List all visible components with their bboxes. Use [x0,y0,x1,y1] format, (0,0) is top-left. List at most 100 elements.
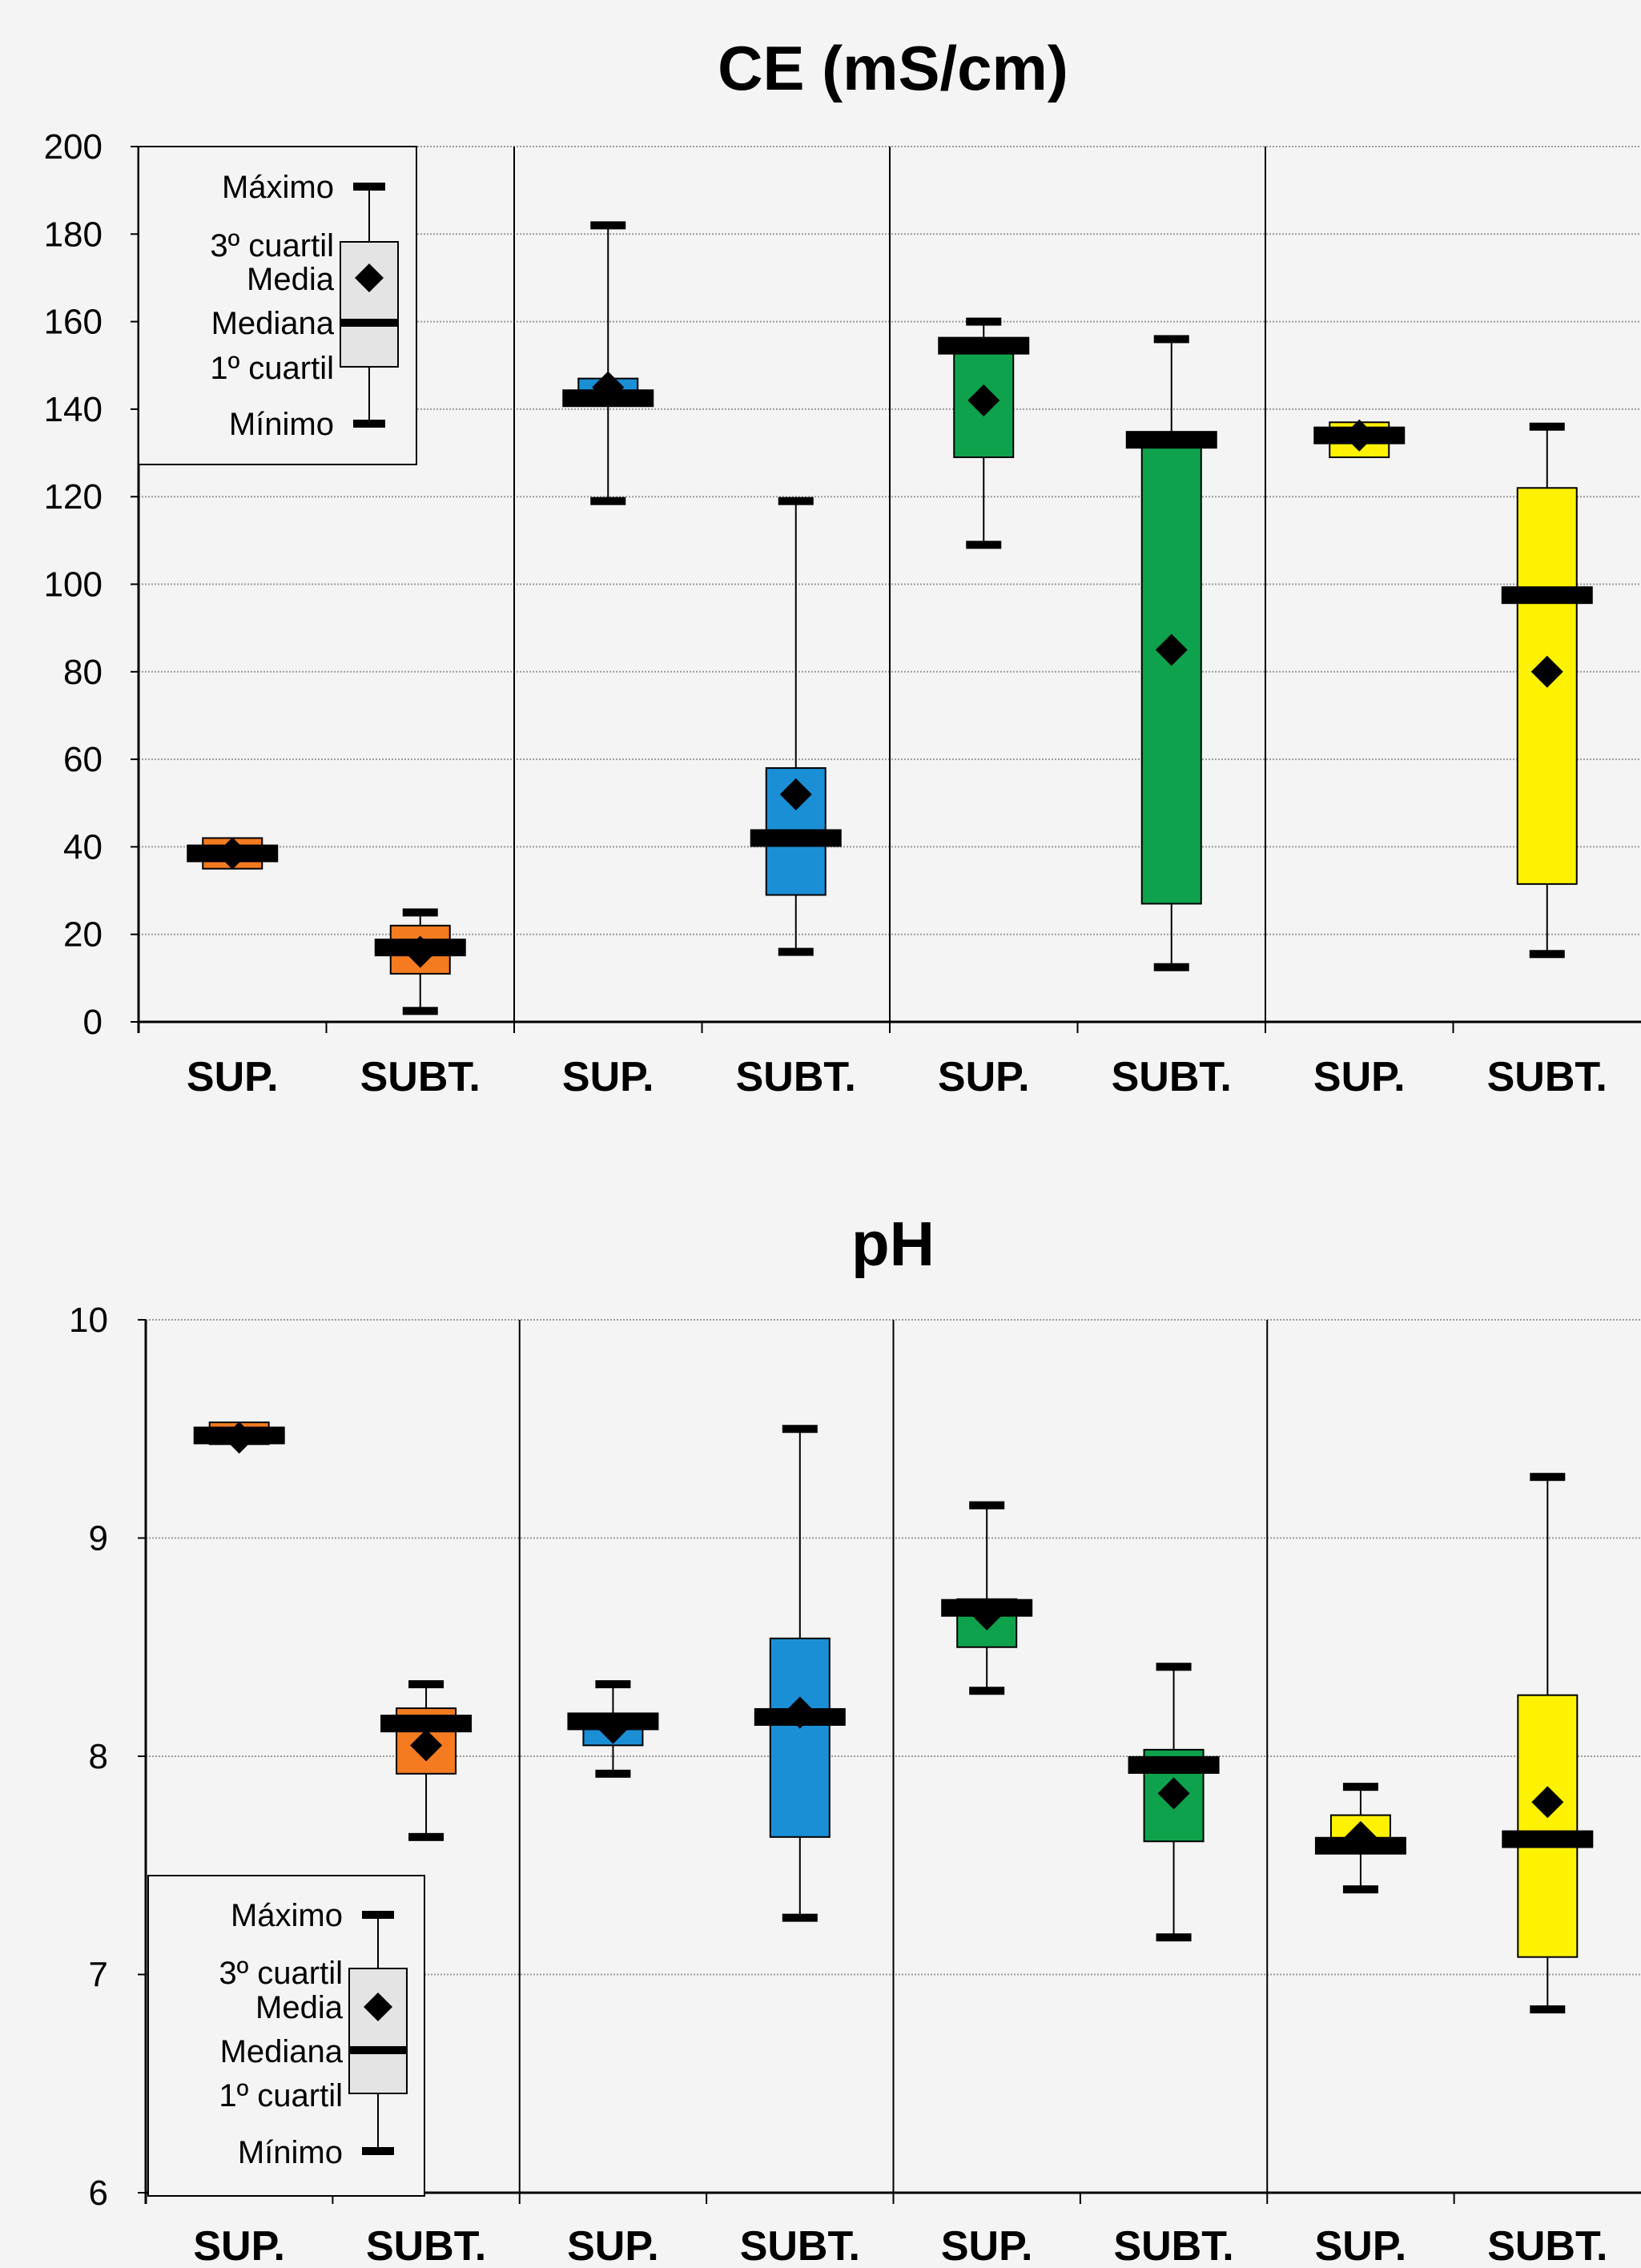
min-cap [1153,963,1189,971]
legend-median-bar [340,319,399,327]
max-cap [782,1425,818,1434]
median-bar [938,336,1030,355]
max-cap [408,1680,444,1689]
legend-max-cap [353,183,385,191]
min-cap [1529,950,1565,959]
box-plot-3 [562,221,654,505]
min-cap [402,1007,438,1015]
legend-median-bar [348,2046,408,2054]
mean-marker [1343,419,1376,452]
x-category-label: SUP. [562,1054,654,1100]
x-category-label: SUP. [1315,2223,1407,2268]
y-tick-label: 180 [44,215,103,254]
x-category-label: SUP. [187,1054,279,1100]
median-bar [1128,1755,1220,1774]
iqr-box [1517,1694,1579,1958]
mean-marker [1530,655,1563,688]
x-category-label: SUP. [938,1054,1030,1100]
legend-label-mean: Media [255,1990,344,2025]
mean-marker [597,1711,629,1744]
y-tick-label: 8 [89,1737,108,1776]
legend-label-q1: 1º cuartil [210,351,334,386]
y-tick-label: 100 [44,565,103,605]
x-category-label: SUP. [1313,1054,1406,1100]
y-tick-label: 10 [69,1301,108,1340]
legend-min-cap [353,420,385,428]
box-plot-1 [193,1422,285,1454]
min-cap [778,947,814,956]
box-plot-4 [750,497,842,956]
legend-label-max: Máximo [222,170,334,205]
box-plot-4 [754,1425,846,1922]
max-cap [1530,1473,1566,1482]
min-cap [1156,1933,1192,1942]
box-plot-8 [1502,1473,1594,2014]
iqr-box [1140,439,1202,905]
x-category-label: SUP. [193,2223,285,2268]
median-bar [1502,1830,1594,1848]
mean-marker [1157,1777,1190,1810]
legend-label-min: Mínimo [229,407,334,442]
mean-marker [971,1598,1004,1631]
y-tick-label: 140 [44,390,103,429]
mean-marker [967,384,1000,416]
legend-mean-marker [355,263,384,292]
legend-label-q1: 1º cuartil [219,2078,343,2113]
mean-marker [779,778,812,810]
legend-min-cap [362,2147,394,2155]
max-cap [969,1501,1005,1510]
x-category-label: SUP. [941,2223,1033,2268]
x-category-label: SUBT. [1113,2223,1233,2268]
y-tick-label: 200 [44,127,103,167]
min-cap [590,497,626,505]
box-plot-7 [1313,419,1406,459]
box-plot-1 [187,837,279,870]
box-plot-2 [374,908,466,1015]
x-category-label: SUBT. [740,2223,860,2268]
min-cap [782,1913,818,1922]
mean-marker [783,1696,816,1729]
min-cap [1342,1885,1378,1894]
box-plot-6 [1128,1663,1220,1942]
max-cap [595,1680,631,1689]
mean-marker [223,1422,255,1454]
legend-mean-marker [364,1993,392,2021]
y-tick-label: 60 [63,740,103,779]
box-plot-3 [567,1680,659,1778]
x-category-label: SUBT. [1487,2223,1607,2268]
max-cap [1529,422,1565,431]
max-cap [1342,1783,1378,1791]
mean-marker [404,935,436,968]
x-category-label: SUBT. [360,1054,481,1100]
mean-marker [1155,633,1188,666]
max-cap [966,317,1002,326]
min-cap [408,1832,444,1841]
legend-label-q3: 3º cuartil [219,1956,343,1991]
x-category-label: SUBT. [366,2223,486,2268]
x-category-label: SUP. [567,2223,659,2268]
box-plot-8 [1501,422,1593,959]
legend-label-min: Mínimo [238,2135,343,2170]
mean-marker [1531,1786,1564,1819]
legend-box [340,241,399,368]
y-tick-label: 120 [44,477,103,517]
legend-label-max: Máximo [231,1898,343,1933]
iqr-box [769,1637,831,1838]
mean-marker [410,1729,443,1762]
legend-label-median: Mediana [211,306,335,341]
y-tick-label: 0 [83,1003,103,1042]
y-tick-label: 7 [89,1956,108,1995]
median-bar [1501,586,1593,605]
box-plot-2 [380,1680,473,1841]
box-plot-5 [938,317,1030,549]
max-cap [1156,1663,1192,1671]
median-bar [380,1715,473,1733]
min-cap [595,1769,631,1778]
legend-label-q3: 3º cuartil [210,228,334,263]
max-cap [1153,335,1189,344]
min-cap [966,541,1002,549]
mean-marker [216,837,249,870]
y-tick-label: 40 [63,827,103,867]
